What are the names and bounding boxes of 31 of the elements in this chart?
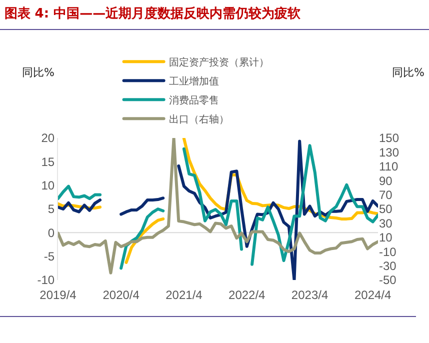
y2-tick-label: 70 (379, 188, 393, 202)
y-tick-label: -10 (37, 273, 55, 288)
y2-tick-label: 150 (379, 131, 400, 146)
x-tick-label: 2023/4 (291, 288, 328, 302)
x-tick-label: 2019/4 (40, 288, 77, 302)
legend-label: 固定资产投资（累计） (168, 56, 269, 69)
y-axis-title: 同比% (22, 66, 54, 79)
y2-tick-label: -30 (379, 259, 397, 273)
y2-tick-label: 130 (379, 145, 400, 160)
y-tick-label: 0 (48, 226, 55, 240)
y-tick-label: 5 (48, 202, 55, 216)
x-tick-label: 2022/4 (228, 288, 266, 302)
y-tick-label: 10 (41, 178, 55, 193)
y2-tick-label: 90 (379, 174, 393, 188)
y2-tick-label: 50 (379, 202, 393, 216)
chart-title: 图表 4: 中国——近期月度数据反映内需仍较为疲软 (4, 6, 302, 22)
legend-label: 工业增加值 (168, 76, 219, 88)
x-tick-label: 2024/4 (354, 288, 392, 302)
legend-label: 出口（右轴） (168, 114, 229, 126)
y2-tick-label: -10 (379, 244, 397, 259)
x-tick-label: 2020/4 (102, 288, 140, 302)
y-tick-label: 15 (41, 154, 55, 169)
y2-tick-label: 30 (379, 216, 393, 230)
x-tick-label: 2021/4 (166, 288, 203, 302)
y-tick-label: -5 (44, 250, 55, 264)
y2-tick-label: 110 (379, 160, 398, 174)
y2-axis-title: 同比% (392, 66, 424, 79)
legend-label: 消费品零售 (168, 94, 219, 107)
y2-tick-label: 10 (379, 230, 393, 245)
y2-tick-label: -50 (379, 273, 397, 288)
y-tick-label: 20 (41, 131, 55, 146)
